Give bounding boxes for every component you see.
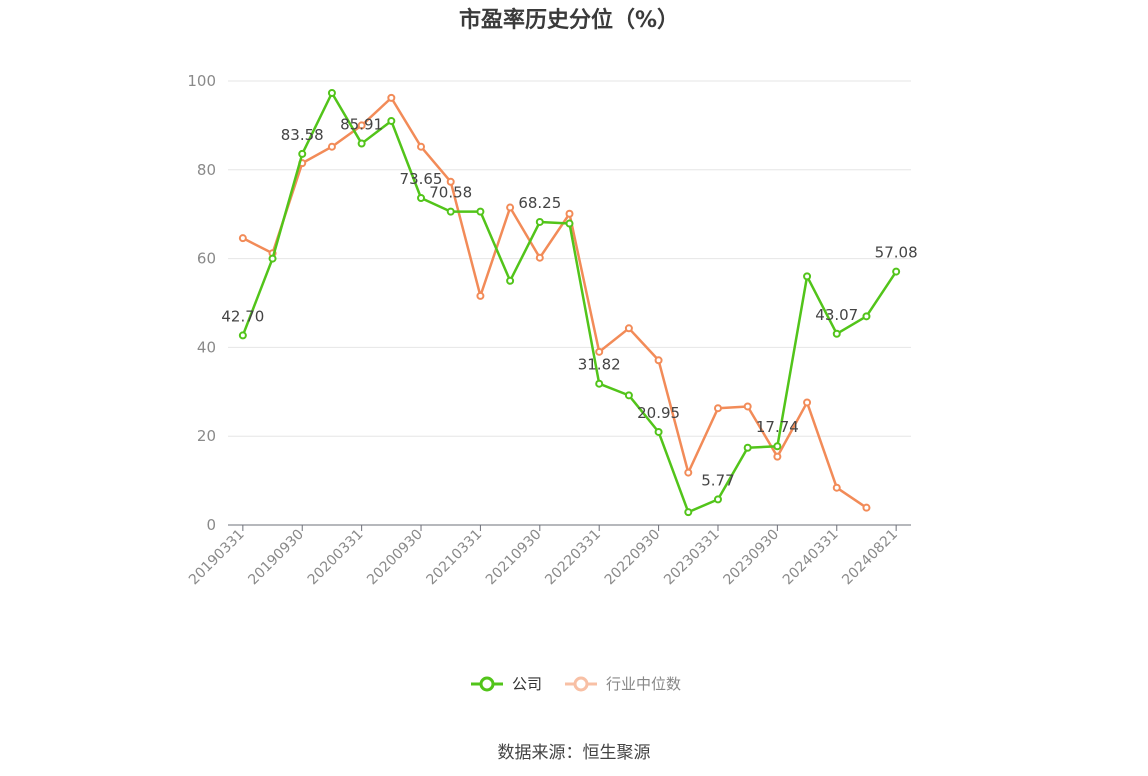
industry-series-point <box>654 356 663 365</box>
legend-item-industry[interactable]: 行业中位数 <box>564 673 681 694</box>
company-series-point <box>238 331 247 340</box>
legend-company-label: 公司 <box>512 675 543 693</box>
industry-series-point <box>476 291 485 300</box>
industry-series-point <box>773 452 782 461</box>
x-tick-label: 20230331 <box>661 527 723 589</box>
company-series-point <box>713 495 722 504</box>
industry-series-point <box>684 468 693 477</box>
data-label: 70.58 <box>429 184 472 202</box>
y-tick-label: 100 <box>187 72 216 90</box>
industry-series-point <box>327 142 336 151</box>
legend-item-company[interactable]: 公司 <box>470 673 542 694</box>
x-tick-label: 20190331 <box>186 527 248 589</box>
data-label: 31.82 <box>578 356 621 374</box>
x-tick-label: 20210331 <box>424 527 486 589</box>
company-series-point <box>743 443 752 452</box>
x-tick-label: 20230930 <box>720 527 782 589</box>
x-tick-label: 20220331 <box>542 527 604 589</box>
x-tick-label: 20240331 <box>780 527 842 589</box>
industry-series-point <box>506 203 515 212</box>
industry-series-point <box>417 142 426 151</box>
data-label: 5.77 <box>701 471 734 489</box>
company-series-point <box>892 267 901 276</box>
legend-company-icon <box>471 676 503 691</box>
industry-series-point <box>803 398 812 407</box>
x-tick-label: 20210930 <box>483 527 545 589</box>
y-tick-label: 40 <box>197 338 216 356</box>
y-tick-label: 60 <box>197 250 216 268</box>
x-tick-label: 20200930 <box>364 527 426 589</box>
x-tick-label: 20200331 <box>305 527 367 589</box>
data-label: 73.65 <box>400 170 443 188</box>
company-series-point <box>654 427 663 436</box>
industry-series-point <box>357 121 366 130</box>
industry-series-point <box>238 234 247 243</box>
industry-series-point <box>743 402 752 411</box>
legend: 公司 行业中位数 <box>470 673 681 694</box>
x-tick-label: 20190930 <box>245 527 307 589</box>
legend-industry-label: 行业中位数 <box>606 675 682 693</box>
data-label: 68.25 <box>518 194 561 212</box>
company-series-point <box>624 391 633 400</box>
data-label: 43.07 <box>815 306 858 324</box>
y-tick-label: 80 <box>197 161 216 179</box>
company-series-point <box>417 193 426 202</box>
data-label: 42.70 <box>221 307 264 325</box>
company-series-point <box>773 442 782 451</box>
industry-series-point <box>713 404 722 413</box>
company-series-point <box>298 149 307 158</box>
data-label: 57.08 <box>875 244 918 262</box>
company-series-point <box>832 329 841 338</box>
company-series-point <box>357 139 366 148</box>
chart-title: 市盈率历史分位（%） <box>458 8 680 33</box>
industry-series-line <box>242 96 868 509</box>
industry-series-point <box>624 324 633 333</box>
data-label: 20.95 <box>637 404 680 422</box>
company-series-point <box>387 116 396 125</box>
company-series-point <box>535 217 544 226</box>
data-label: 17.74 <box>756 418 799 436</box>
data-label: 85.91 <box>340 116 383 134</box>
data-label: 83.58 <box>281 126 324 144</box>
company-series-point <box>595 379 604 388</box>
company-series-point <box>268 254 277 263</box>
x-tick-label: 20240821 <box>839 527 901 589</box>
company-series-point <box>803 272 812 281</box>
industry-series-point <box>446 177 455 186</box>
legend-industry-icon <box>565 676 598 691</box>
industry-series-point <box>565 209 574 218</box>
company-series-line <box>241 91 898 514</box>
company-series-point <box>506 276 515 285</box>
data-source: 数据来源：恒生聚源 <box>497 743 651 763</box>
y-tick-label: 20 <box>197 427 216 445</box>
company-series-point <box>476 207 485 216</box>
industry-series-point <box>862 503 871 512</box>
company-series-point <box>446 207 455 216</box>
company-series-point <box>327 88 336 97</box>
industry-series-point <box>595 347 604 356</box>
company-series-point <box>862 312 871 321</box>
company-series-point <box>565 219 574 228</box>
industry-series-point <box>832 483 841 492</box>
x-tick-label: 20220930 <box>602 527 664 589</box>
y-tick-label: 0 <box>206 516 216 534</box>
industry-series-point <box>387 93 396 102</box>
industry-series-point <box>535 253 544 262</box>
company-series-point <box>684 508 693 517</box>
